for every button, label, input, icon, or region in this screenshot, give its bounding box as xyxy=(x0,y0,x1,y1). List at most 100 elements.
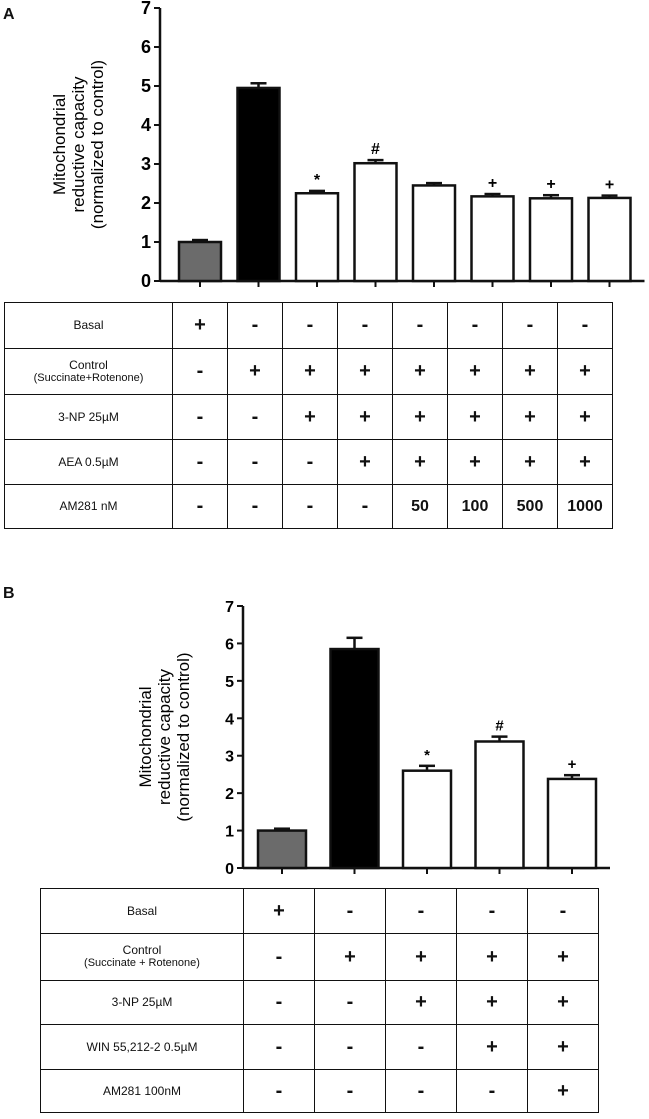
b-y-tick-label: 5 xyxy=(225,674,234,691)
a-condition-label: AEA 0.5µM xyxy=(4,439,173,485)
a-condition-row: AEA 0.5µM - - - + + + + + xyxy=(4,439,613,485)
b-condition-label-text: Basal xyxy=(126,903,158,918)
chart-a: 0 1 2 3 4 5 6 7 Mitochondrial reductive capacity(… xyxy=(50,0,645,291)
b-condition-label: Basal xyxy=(40,888,244,934)
a-condition-cell: + xyxy=(337,394,393,440)
a-condition-row: AM281 nM - - - -50 100 500 1000 xyxy=(4,484,613,529)
b-condition-cell: + xyxy=(385,980,457,1025)
a-condition-cell: + xyxy=(502,348,558,395)
a-condition-label-text: AEA 0.5µM xyxy=(58,454,119,469)
a-condition-label-text: Control xyxy=(69,357,108,372)
b-condition-cell: + xyxy=(527,1024,599,1070)
a-y-tick-label: 3 xyxy=(141,154,151,174)
a-condition-cell: - xyxy=(502,302,558,349)
a-condition-cell: - xyxy=(172,439,228,485)
a-bar xyxy=(353,161,398,283)
b-bar xyxy=(256,829,308,870)
condition-table-b: Basal + - - - - Control (Succinate + Rotenone) -… xyxy=(40,888,599,1113)
a-bar xyxy=(411,184,457,283)
a-significance-label: + xyxy=(488,175,497,192)
b-condition-cell: - xyxy=(456,888,528,934)
a-significance-label: # xyxy=(371,141,380,158)
a-y-axis-label: reductive capacity xyxy=(69,76,88,213)
a-significance-label: + xyxy=(546,176,555,193)
a-bar xyxy=(587,196,632,283)
a-condition-cell: + xyxy=(337,439,393,485)
panel-a-letter: A xyxy=(3,6,15,23)
a-bar xyxy=(294,192,340,283)
a-condition-cell: + xyxy=(392,394,448,440)
a-y-tick-label: 0 xyxy=(141,271,151,291)
a-condition-cell: + xyxy=(392,439,448,485)
b-condition-label-text: WIN 55,212-2 0.5µM xyxy=(86,1039,198,1054)
a-condition-cell: - xyxy=(447,302,503,349)
a-condition-cell: - xyxy=(172,484,228,529)
a-condition-row: 3-NP 25µM - - + + + + + + xyxy=(4,394,613,440)
b-condition-row: Basal + - - - - xyxy=(40,888,599,934)
a-condition-row: Control (Succinate+Rotenone) - + + + + + + + xyxy=(4,348,613,395)
a-condition-label: 3-NP 25µM xyxy=(4,394,173,440)
a-y-tick-label: 7 xyxy=(141,0,151,18)
a-condition-cell: - xyxy=(282,484,338,529)
b-condition-cell: + xyxy=(527,933,599,981)
b-y-tick-label: 4 xyxy=(225,711,234,728)
a-condition-cell: - xyxy=(282,302,338,349)
a-bar xyxy=(236,86,281,283)
a-y-tick-label: 2 xyxy=(141,193,151,213)
b-condition-cell: - xyxy=(385,1024,457,1070)
a-condition-label-text: 3-NP 25µM xyxy=(58,409,119,424)
a-y-tick-label: 5 xyxy=(141,76,151,96)
a-y-axis-label: (normalized to control) xyxy=(88,60,107,229)
a-condition-cell: - xyxy=(172,394,228,440)
a-condition-label: Basal xyxy=(4,302,173,349)
b-condition-cell: + xyxy=(527,1069,599,1113)
b-condition-cell: - xyxy=(314,980,386,1025)
a-significance-label: * xyxy=(314,172,321,189)
a-bar xyxy=(470,195,515,283)
b-bar xyxy=(546,777,598,870)
a-condition-cell: - xyxy=(337,302,393,349)
a-condition-cell: + xyxy=(172,302,228,349)
b-condition-row: 3-NP 25µM - - + + + xyxy=(40,980,599,1025)
a-condition-cell: + xyxy=(502,439,558,485)
chart-b: 0 1 2 3 4 5 6 7 Mitochondrial reductive capacity(… xyxy=(136,599,610,878)
b-condition-label-text: Control xyxy=(122,943,162,957)
b-condition-cell: + xyxy=(456,980,528,1025)
b-condition-cell: - xyxy=(314,1024,386,1070)
b-condition-label-text: AM281 100nM xyxy=(102,1083,182,1098)
b-condition-label-text: 3-NP 25µM xyxy=(111,995,173,1009)
b-significance-label: * xyxy=(424,747,430,764)
a-condition-cell: - xyxy=(227,302,283,349)
a-bar xyxy=(528,197,574,283)
b-condition-cell: - xyxy=(527,888,599,934)
b-condition-row: Control (Succinate + Rotenone) - + + + + xyxy=(40,933,599,981)
b-condition-cell: - xyxy=(243,980,315,1025)
b-condition-cell: - xyxy=(314,888,386,934)
a-condition-cell: + xyxy=(392,348,448,395)
b-condition-cell: - xyxy=(314,1069,386,1113)
a-condition-cell: - xyxy=(337,484,393,529)
a-condition-cell: - xyxy=(227,439,283,485)
a-condition-cell: + xyxy=(447,439,503,485)
b-condition-cell: - xyxy=(385,1069,457,1113)
b-condition-label: Control (Succinate + Rotenone) xyxy=(40,933,244,981)
b-y-axis-label: reductive capacity xyxy=(155,668,174,805)
a-y-axis-label: Mitochondrial xyxy=(50,94,69,195)
a-condition-cell: + xyxy=(282,394,338,440)
b-condition-cell: - xyxy=(243,933,315,981)
b-condition-row: WIN 55,212-2 0.5µM - - - + + xyxy=(40,1024,599,1070)
a-bar xyxy=(177,240,223,283)
a-condition-cell: 500 xyxy=(502,484,558,529)
a-condition-label-text: Basal xyxy=(73,318,104,332)
b-y-tick-label: 2 xyxy=(225,786,234,803)
b-condition-cell: + xyxy=(456,933,528,981)
b-condition-cell: - xyxy=(456,1069,528,1113)
a-y-tick-label: 4 xyxy=(141,115,151,135)
a-condition-cell: + xyxy=(447,394,503,440)
a-condition-cell: - xyxy=(557,302,613,349)
a-condition-label: Control (Succinate+Rotenone) xyxy=(4,348,173,395)
a-condition-cell: + xyxy=(227,348,283,395)
b-y-axis-label: (normalized to control) xyxy=(174,652,193,821)
condition-table-a: Basal + - - - - - - - Control (Succinate+Rotenone)… xyxy=(4,302,613,529)
a-condition-cell: + xyxy=(557,394,613,440)
